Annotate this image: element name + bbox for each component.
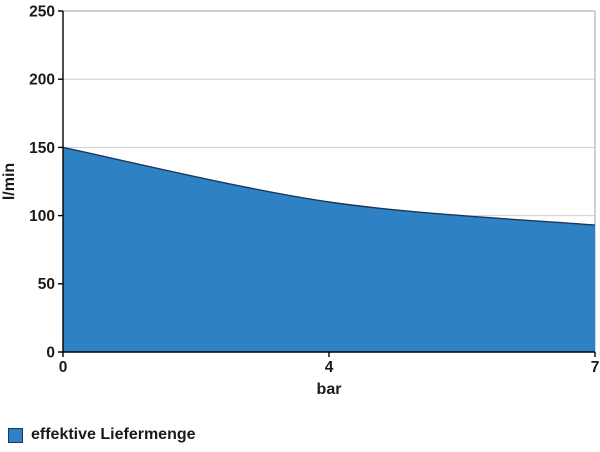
y-tick-label: 200 <box>29 72 55 89</box>
x-tick-label: 0 <box>59 359 68 376</box>
y-tick-label: 50 <box>38 276 55 293</box>
x-tick-label: 7 <box>591 359 600 376</box>
legend: effektive Liefermenge <box>8 427 196 443</box>
area-series-line <box>62 146 596 226</box>
legend-swatch <box>8 427 23 443</box>
y-tick-label: 100 <box>29 208 55 225</box>
y-tick-label: 0 <box>46 344 55 361</box>
x-axis-title: bar <box>317 381 342 398</box>
legend-label: effektive Liefermenge <box>31 426 196 443</box>
area-chart-svg: 0 50 100 150 200 250 0 4 7 bar l/min <box>1 3 600 398</box>
y-tick-label: 250 <box>29 3 55 20</box>
y-tick-label: 150 <box>29 140 55 157</box>
x-tick-label: 4 <box>325 359 334 376</box>
y-axis-title: l/min <box>1 163 18 200</box>
area-series-fill <box>63 147 595 352</box>
